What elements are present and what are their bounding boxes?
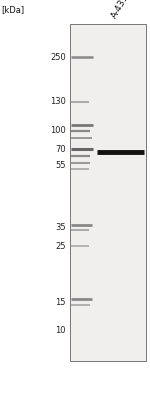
Text: 55: 55 xyxy=(56,162,66,170)
Text: 15: 15 xyxy=(56,298,66,307)
Text: 70: 70 xyxy=(55,145,66,154)
Text: 10: 10 xyxy=(56,327,66,335)
Text: 130: 130 xyxy=(50,97,66,106)
Text: [kDa]: [kDa] xyxy=(2,6,25,15)
Text: 35: 35 xyxy=(55,223,66,232)
Text: A-431: A-431 xyxy=(110,0,131,20)
FancyBboxPatch shape xyxy=(70,24,146,361)
Text: 25: 25 xyxy=(56,242,66,251)
Text: 250: 250 xyxy=(50,53,66,61)
Text: 100: 100 xyxy=(50,126,66,135)
